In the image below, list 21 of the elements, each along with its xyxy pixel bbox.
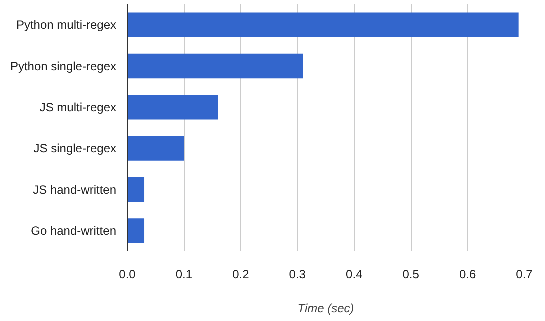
y-tick-label: Python multi-regex: [16, 18, 117, 32]
x-tick-label: 0.2: [232, 268, 250, 282]
bar: [128, 218, 145, 244]
y-tick-label: JS hand-written: [33, 182, 116, 197]
y-tick-label: Go hand-written: [31, 224, 117, 238]
y-tick-label: JS single-regex: [34, 142, 117, 156]
x-tick-label: 0.5: [402, 268, 420, 282]
x-axis-title: Time (sec): [298, 302, 354, 316]
x-tick-label: 0.6: [459, 268, 476, 282]
x-tick-label: 0.3: [289, 268, 306, 282]
x-tick-label: 0.7: [516, 268, 534, 282]
y-tick-label: Python single-regex: [10, 59, 116, 74]
x-tick-label: 0.4: [346, 268, 364, 282]
bar: [128, 12, 519, 38]
y-tick-label: JS multi-regex: [40, 100, 116, 114]
x-tick-label: 0.1: [176, 268, 193, 282]
x-tick-label: 0.0: [119, 268, 136, 282]
bar: [128, 95, 218, 120]
bar: [128, 177, 145, 202]
bar: [128, 54, 304, 79]
bar: [128, 136, 184, 161]
